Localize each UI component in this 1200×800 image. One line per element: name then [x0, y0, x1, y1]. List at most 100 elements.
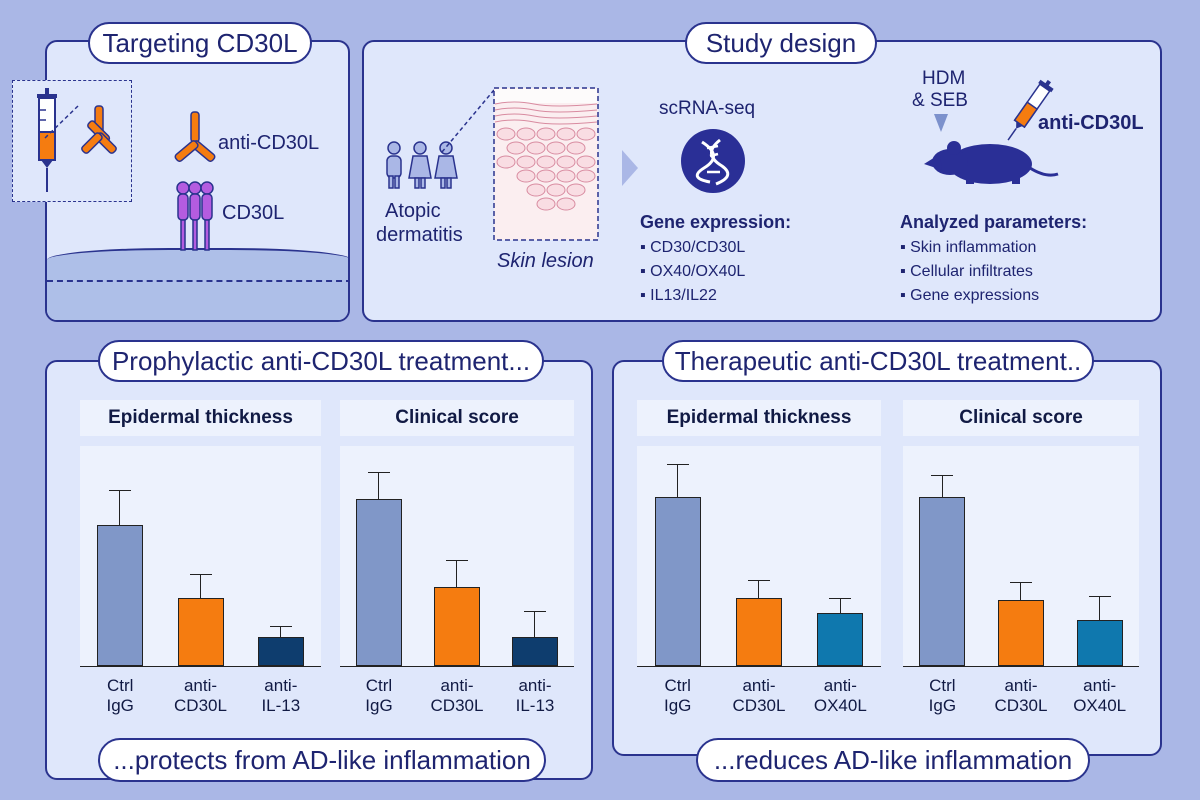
error-cap-2 [189, 573, 212, 575]
error-cap-1 [368, 472, 390, 474]
chart-title: Clinical score [903, 400, 1139, 436]
hdm-label-line2: & SEB [912, 90, 968, 111]
gene-item-1: ▪ CD30/CD30L [640, 239, 746, 256]
error-bar-1 [119, 490, 121, 526]
gene-heading: Gene expression: [640, 212, 792, 232]
chart-title: Clinical score [340, 400, 574, 436]
error-cap-3 [829, 597, 852, 599]
x-tick-label-line: IL-13 [261, 696, 301, 715]
x-tick-label-line: anti- [823, 676, 857, 695]
param-item-1: ▪ Skin inflammation [900, 239, 1037, 256]
x-tick-label-line: CD30L [174, 696, 227, 715]
error-cap-3 [524, 611, 546, 612]
patient-label-line1: Atopic [385, 200, 441, 222]
x-tick-label-2: anti- CD30L [976, 676, 1066, 716]
bar-3 [1076, 619, 1123, 666]
arrow-chevron-icon [622, 150, 638, 186]
chart-therapeutic-epidermal: Epidermal thickness Ctrl IgG anti- CD30L anti… [637, 400, 881, 730]
bar-1 [654, 496, 701, 666]
x-tick-label-line: IL-13 [515, 696, 555, 715]
x-tick-label-line: IgG [928, 696, 957, 715]
bar-1 [97, 525, 144, 666]
x-tick-label-line: IgG [663, 696, 692, 715]
study-title: Study design [685, 22, 877, 64]
x-tick-label-3: anti- IL-13 [236, 676, 326, 716]
x-tick-label-line: anti- [183, 676, 218, 695]
error-cap-3 [269, 626, 292, 628]
gene-item-3: ▪ IL13/IL22 [640, 287, 717, 304]
param-item-3: ▪ Gene expressions [900, 287, 1040, 304]
prophylactic-conclusion: ...protects from AD-like inflammation [98, 738, 546, 782]
x-tick-label-line: CD30L [994, 696, 1048, 715]
x-tick-label-line: CD30L [732, 696, 786, 715]
patient-label-line2: dermatitis [376, 224, 463, 246]
error-cap-2 [446, 560, 468, 562]
error-cap-2 [1010, 582, 1032, 584]
bar-3 [512, 637, 558, 666]
error-cap-1 [666, 463, 689, 465]
therapeutic-title: Therapeutic anti-CD30L treatment.. [662, 340, 1094, 382]
x-tick-label-3: anti- OX40L [795, 676, 885, 716]
error-bar-2 [456, 560, 458, 587]
error-cap-1 [931, 474, 954, 476]
prophylactic-title: Prophylactic anti-CD30L treatment... [98, 340, 544, 382]
x-tick-label-line: anti- [518, 676, 552, 695]
param-item-2: ▪ Cellular infiltrates [900, 263, 1033, 280]
x-tick-label-line: OX40L [813, 696, 867, 715]
error-bar-1 [941, 474, 943, 497]
x-tick-label-line: anti- [1004, 676, 1038, 695]
chart-prophylactic-clinical: Clinical score Ctrl IgG anti- CD30L anti- IL-1… [340, 400, 574, 730]
down-arrow-icon [934, 114, 948, 132]
x-tick-label-line: IgG [365, 696, 393, 715]
x-tick-label-3: anti- IL-13 [490, 676, 580, 716]
x-tick-label-line: Ctrl [664, 676, 691, 695]
error-bar-2 [199, 573, 201, 598]
x-tick-label-line: anti- [440, 676, 474, 695]
inset-dashed-connector [44, 105, 79, 139]
cd30l-receptor-icon [176, 181, 214, 251]
x-tick-label-1: Ctrl IgG [633, 676, 723, 716]
bar-2 [434, 586, 480, 666]
chart-title: Epidermal thickness [637, 400, 881, 436]
scrna-label: scRNA-seq [659, 98, 756, 119]
membrane-dashed-line [47, 280, 348, 282]
x-tick-label-line: anti- [742, 676, 776, 695]
syringe-inset [12, 80, 132, 202]
skin-lesion-label: Skin lesion [497, 250, 594, 272]
antibody-label: anti-CD30L [218, 132, 320, 154]
bar-2 [736, 597, 782, 666]
x-tick-label-2: anti- CD30L [714, 676, 804, 716]
error-bar-1 [378, 472, 380, 499]
skin-lesion-image [493, 87, 599, 241]
error-bar-2 [758, 580, 760, 598]
bar-2 [998, 600, 1044, 666]
syringe-icon [37, 88, 57, 192]
x-tick-label-line: Ctrl [106, 676, 134, 695]
mouse-treatment-label: anti-CD30L [1038, 112, 1144, 134]
x-tick-label-2: anti- CD30L [156, 676, 246, 716]
x-tick-label-3: anti- OX40L [1055, 676, 1145, 716]
error-bar-3 [839, 597, 841, 614]
params-heading: Analyzed parameters: [900, 212, 1088, 232]
error-bar-3 [280, 626, 282, 638]
antibody-icon-inset [81, 105, 117, 154]
targeting-title: Targeting CD30L [88, 22, 312, 64]
mouse-icon [924, 141, 1059, 184]
chart-title: Epidermal thickness [80, 400, 321, 436]
x-tick-label-line: IgG [106, 696, 134, 715]
bar-2 [177, 597, 224, 666]
chart-x-axis [637, 666, 881, 667]
bar-1 [919, 496, 966, 666]
error-cap-1 [109, 490, 132, 491]
x-tick-label-1: Ctrl IgG [75, 676, 165, 716]
error-cap-2 [748, 580, 770, 582]
chart-x-axis [340, 666, 574, 667]
mouse-syringe-icon [1007, 79, 1054, 141]
gene-item-2: ▪ OX40/OX40L [640, 263, 746, 280]
error-cap-3 [1088, 595, 1111, 597]
x-tick-label-1: Ctrl IgG [897, 676, 987, 716]
hdm-label-line1: HDM [922, 68, 966, 89]
x-tick-label-line: anti- [1083, 676, 1117, 695]
chart-x-axis [903, 666, 1139, 667]
receptor-label: CD30L [222, 202, 285, 224]
